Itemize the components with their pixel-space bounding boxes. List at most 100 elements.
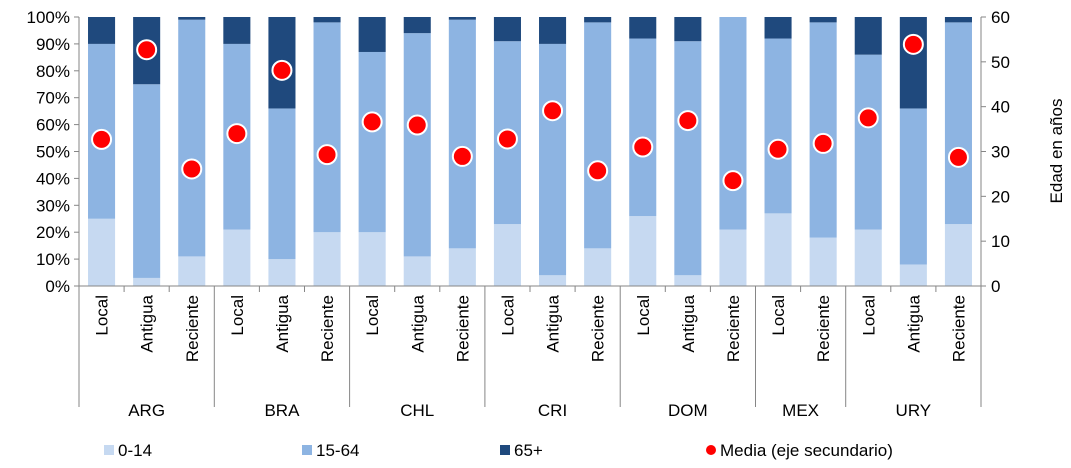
- mean-marker: [542, 100, 564, 122]
- bar-segment: [403, 256, 431, 286]
- category-label: Reciente: [724, 295, 743, 362]
- y-tick-label: 20%: [36, 223, 70, 242]
- bar-segment: [584, 248, 612, 286]
- y-axis: 0% 10% 20% 30% 40% 50% 60% 70% 80% 90% 100%: [27, 8, 80, 296]
- bar-segment: [899, 264, 927, 286]
- bar-segment: [358, 51, 386, 233]
- group-label: DOM: [668, 401, 708, 420]
- y2-tick-label: 20: [991, 187, 1010, 206]
- category-label: Local: [859, 295, 878, 336]
- legend-label: Media (eje secundario): [720, 441, 893, 460]
- mean-marker: [361, 111, 383, 133]
- bar-segment: [223, 17, 251, 44]
- mean-marker: [226, 123, 248, 145]
- y-tick-label: 30%: [36, 196, 70, 215]
- mean-marker: [271, 59, 293, 81]
- y-tick-label: 60%: [36, 116, 70, 135]
- category-label: Antigua: [273, 294, 292, 352]
- mean-marker: [812, 132, 834, 154]
- mean-marker: [677, 110, 699, 132]
- mean-marker: [136, 39, 158, 61]
- category-label: Reciente: [453, 295, 472, 362]
- bar-segment: [674, 17, 702, 42]
- bar-segment: [899, 17, 927, 109]
- legend: 0-14 15-64 65+ Media (eje secundario): [104, 441, 893, 460]
- mean-marker: [632, 136, 654, 158]
- y-tick-label: 40%: [36, 169, 70, 188]
- bar-segment: [944, 22, 972, 225]
- y-tick-label: 80%: [36, 62, 70, 81]
- y2-axis: 0 10 20 30 40 50 60: [980, 8, 1010, 296]
- bar-segment: [629, 17, 657, 39]
- y-tick-label: 10%: [36, 250, 70, 269]
- mean-marker: [91, 128, 113, 150]
- category-label: Reciente: [589, 295, 608, 362]
- bar-segment: [629, 216, 657, 286]
- bar-segment: [448, 19, 476, 249]
- bar-segment: [629, 38, 657, 217]
- bar-segment: [313, 232, 341, 286]
- mean-markers: [91, 33, 969, 192]
- bar-segment: [944, 17, 972, 23]
- category-label: Antigua: [408, 294, 427, 352]
- group-label: CRI: [538, 401, 567, 420]
- bars: [88, 17, 972, 286]
- category-label: Local: [498, 295, 517, 336]
- category-label: Local: [93, 295, 112, 336]
- bar-segment: [584, 22, 612, 249]
- y2-tick-label: 0: [991, 277, 1000, 296]
- bar-segment: [899, 108, 927, 265]
- y-tick-label: 100%: [27, 8, 70, 27]
- bar-segment: [88, 17, 116, 44]
- bar-segment: [178, 17, 206, 20]
- legend-marker: [706, 445, 716, 455]
- y2-tick-label: 50: [991, 53, 1010, 72]
- category-label: Antigua: [544, 294, 563, 352]
- bar-segment: [854, 229, 882, 286]
- category-label: Local: [769, 295, 788, 336]
- bar-segment: [674, 41, 702, 276]
- y2-tick-label: 30: [991, 143, 1010, 162]
- y2-tick-label: 40: [991, 98, 1010, 117]
- legend-swatch: [302, 445, 312, 455]
- bar-segment: [88, 218, 116, 286]
- category-label: Reciente: [318, 295, 337, 362]
- legend-swatch: [500, 445, 510, 455]
- x-axis: Local Antigua Reciente Local Antigua Reciente…: [78, 285, 982, 420]
- mean-marker: [857, 107, 879, 129]
- group-label: MEX: [782, 401, 819, 420]
- bar-segment: [358, 17, 386, 52]
- mean-marker: [722, 170, 744, 192]
- group-label: BRA: [264, 401, 300, 420]
- bar-segment: [223, 229, 251, 286]
- legend-label: 0-14: [118, 441, 152, 460]
- category-label: Reciente: [949, 295, 968, 362]
- mean-marker: [316, 144, 338, 166]
- bar-segment: [854, 17, 882, 55]
- bar-segment: [764, 213, 792, 286]
- y2-tick-label: 60: [991, 8, 1010, 27]
- bar-segment: [854, 54, 882, 230]
- mean-marker: [587, 160, 609, 182]
- bar-segment: [809, 17, 837, 23]
- legend-swatch: [104, 445, 114, 455]
- category-label: Antigua: [138, 294, 157, 352]
- mean-marker: [947, 146, 969, 168]
- bar-segment: [719, 229, 747, 286]
- legend-label: 15-64: [316, 441, 359, 460]
- category-label: Local: [228, 295, 247, 336]
- bar-segment: [403, 17, 431, 34]
- bar-segment: [584, 17, 612, 23]
- group-label: ARG: [128, 401, 165, 420]
- bar-segment: [539, 43, 567, 276]
- bar-segment: [764, 17, 792, 39]
- bar-segment: [674, 275, 702, 286]
- bar-segment: [313, 17, 341, 23]
- bar-segment: [448, 17, 476, 20]
- bar-segment: [809, 237, 837, 286]
- bar-segment: [719, 17, 747, 230]
- category-label: Local: [634, 295, 653, 336]
- y-tick-label: 0%: [45, 277, 70, 296]
- bar-segment: [764, 38, 792, 214]
